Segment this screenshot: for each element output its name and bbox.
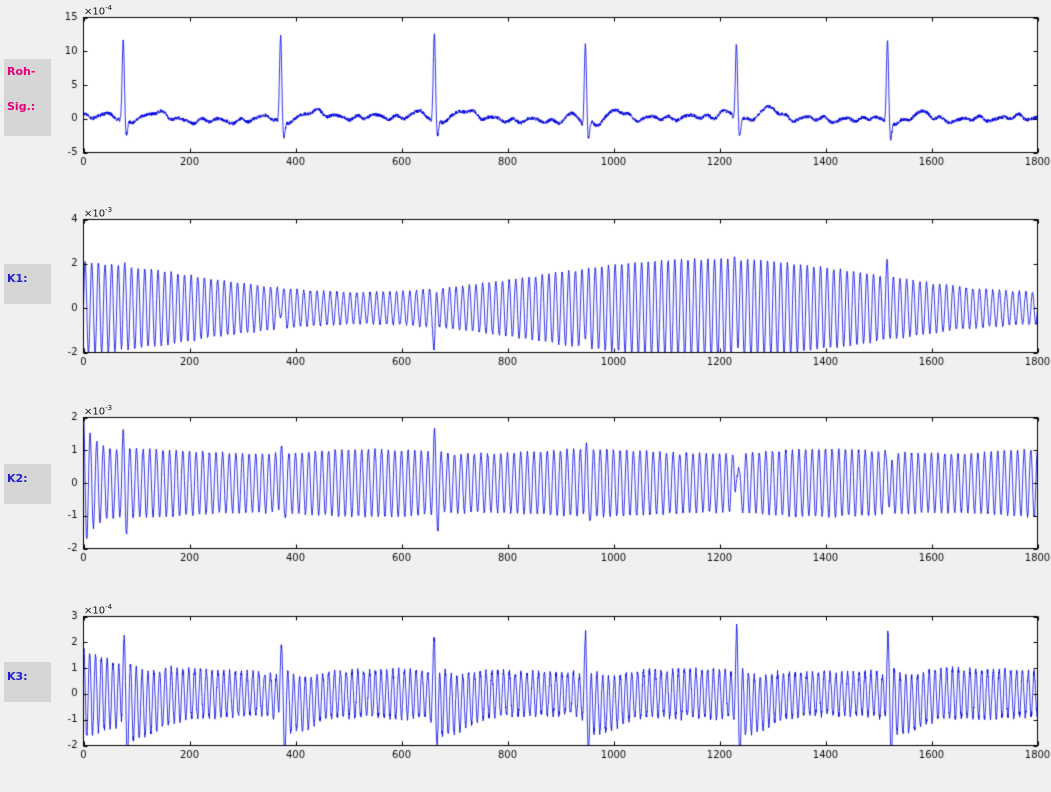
chart-canvas-k3: [0, 604, 1051, 765]
chart-canvas-k1: [0, 207, 1051, 372]
chart-canvas-k2: [0, 405, 1051, 568]
chart-canvas-rohsig: [0, 5, 1051, 172]
